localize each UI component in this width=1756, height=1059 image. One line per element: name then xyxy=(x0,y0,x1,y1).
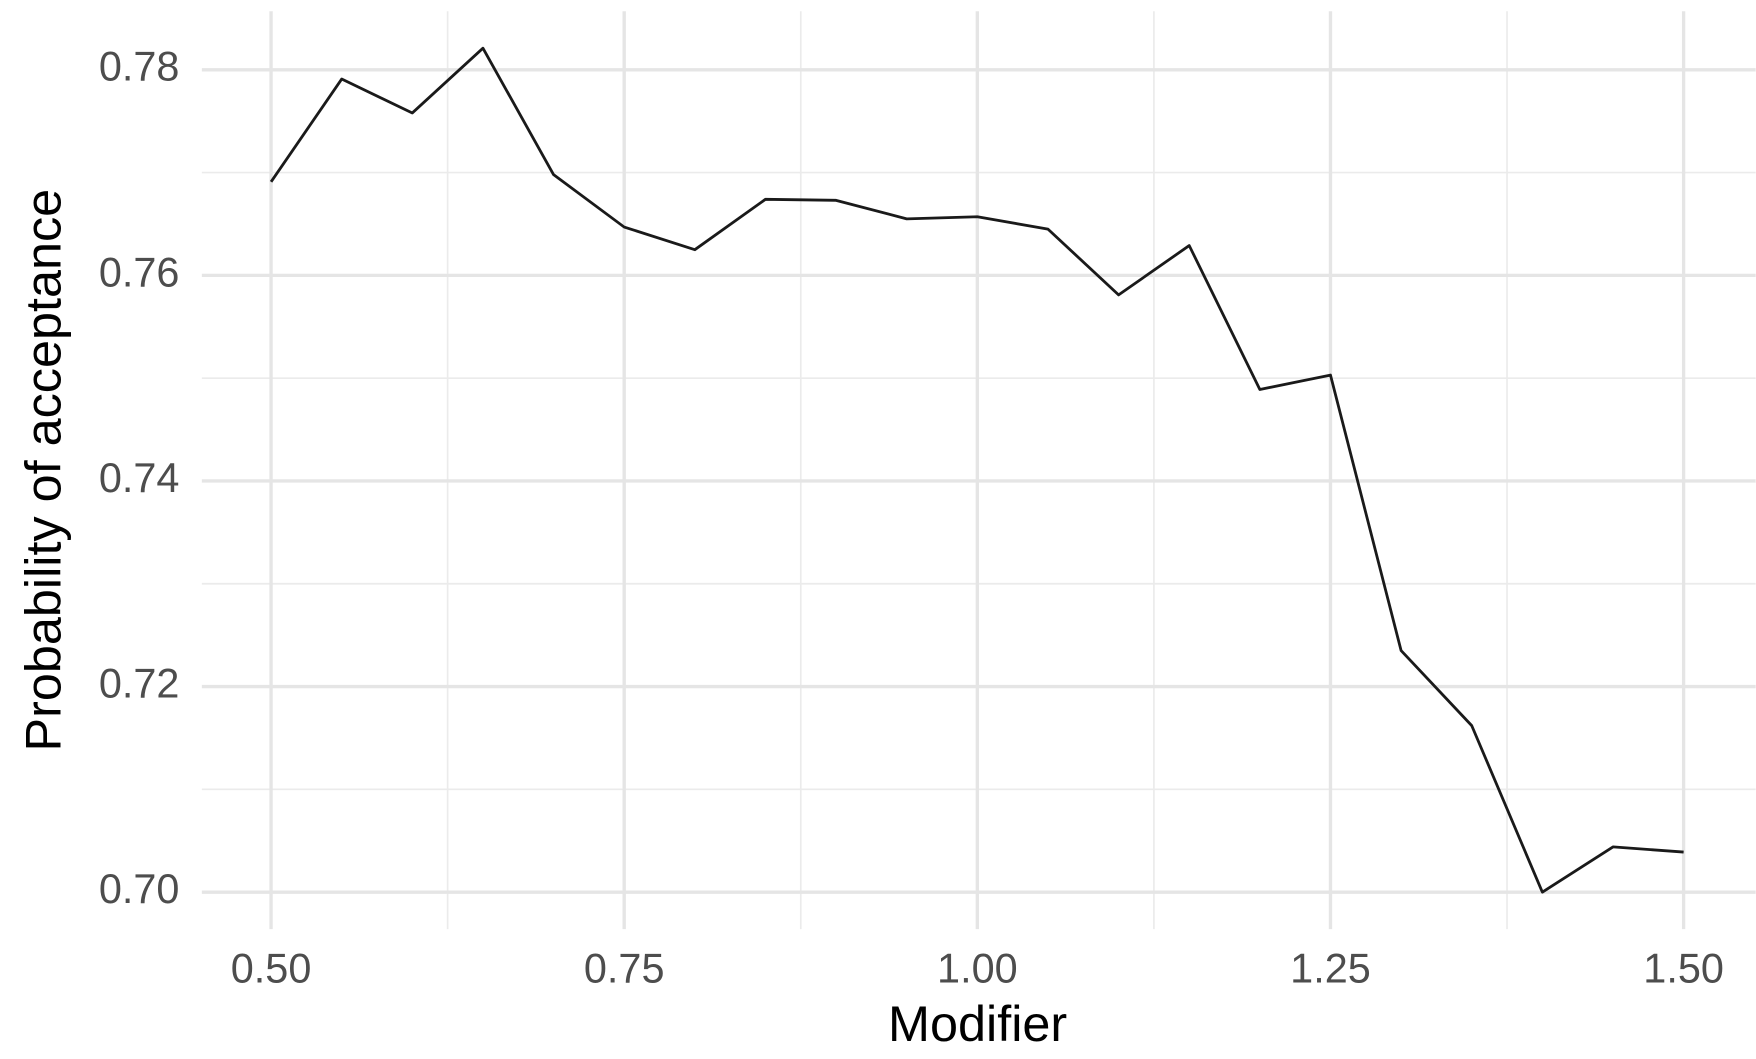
line xyxy=(269,46,1684,894)
x-tick-label: 1.50 xyxy=(1643,946,1724,992)
y-tick-label: 0.70 xyxy=(99,866,180,912)
y-tick-label: 0.76 xyxy=(99,249,180,295)
x-tick-label: 1.25 xyxy=(1290,946,1371,992)
y-axis-title: Probability of acceptance xyxy=(15,189,72,752)
y-tick-label: 0.72 xyxy=(99,660,180,706)
x-tick-label: 0.50 xyxy=(231,946,312,992)
x-axis-title: Modifier xyxy=(888,995,1067,1052)
x-tick-label: 1.00 xyxy=(937,946,1018,992)
x-tick-label: 0.75 xyxy=(584,946,665,992)
y-tick-label: 0.78 xyxy=(99,44,180,90)
y-tick-label: 0.74 xyxy=(99,455,180,501)
